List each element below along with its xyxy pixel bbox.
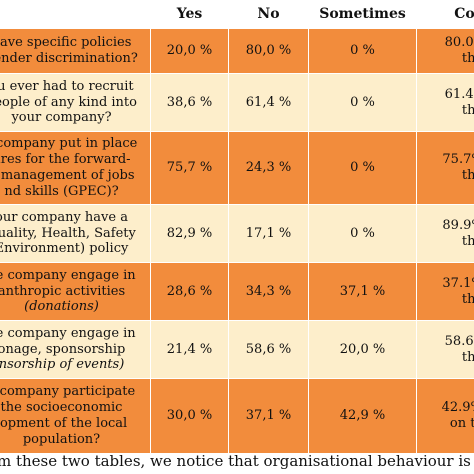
table-row: he company engage in anthropic activitie… <box>0 262 474 321</box>
question-line: your company? <box>11 110 112 126</box>
question-line: nd skills (GPEC)? <box>4 183 119 199</box>
comment-line: 80.0% re <box>444 35 474 51</box>
header-comment: Co <box>416 0 474 29</box>
header-sometimes: Sometimes <box>308 0 417 29</box>
sometimes-cell: 0 % <box>308 204 417 263</box>
question-line: ures for the forward- <box>0 152 131 168</box>
question-line: he company engage in <box>0 325 136 341</box>
comment-cell: 89.9% po the qu <box>416 204 474 263</box>
question-line: lopment of the local <box>0 416 128 431</box>
comment-line: the qu <box>461 168 474 183</box>
survey-results-table: Yes No Sometimes Co have specific polici… <box>0 0 474 454</box>
table-row: have specific policies gender discrimina… <box>0 28 474 74</box>
question-cell: have specific policies gender discrimina… <box>0 28 151 74</box>
question-cell: r company put in place ures for the forw… <box>0 131 151 205</box>
comment-line: 37.1% po <box>442 275 474 291</box>
question-cell: he company engage in anthropic activitie… <box>0 262 151 321</box>
comment-cell: 58.6% re the qu <box>416 320 474 379</box>
question-line: onage, sponsorship <box>0 341 126 357</box>
question-line: nsorship of events) <box>0 357 125 373</box>
question-line: population? <box>22 431 101 447</box>
no-cell: 58,6 % <box>228 320 309 379</box>
question-cell: ou ever had to recruit people of any kin… <box>0 73 151 132</box>
question-cell: our company have a Quality, Health, Safe… <box>0 204 151 263</box>
table-row: he company engage in onage, sponsorship … <box>0 320 474 379</box>
yes-cell: 82,9 % <box>150 204 229 263</box>
comment-line: the qu <box>461 349 474 365</box>
table-row: our company have a Quality, Health, Safe… <box>0 204 474 263</box>
question-line: e company participate <box>0 384 136 400</box>
comment-line: the qu <box>461 51 474 66</box>
header-no: No <box>228 0 309 29</box>
comment-line: 58.6% re <box>444 333 474 349</box>
comment-line: the qu <box>461 233 474 249</box>
yes-cell: 38,6 % <box>150 73 229 132</box>
question-cell: e company participate the socioeconomic … <box>0 378 151 454</box>
question-line: have specific policies <box>0 35 132 51</box>
comment-cell: 42.9% aff on the q <box>416 378 474 454</box>
table-row: e company participate the socioeconomic … <box>0 378 474 454</box>
table-header-row: Yes No Sometimes Co <box>0 0 474 29</box>
question-line: r company put in place <box>0 136 138 152</box>
comment-line: the qu <box>461 291 474 307</box>
question-line: Quality, Health, Safety <box>0 225 136 241</box>
no-cell: 80,0 % <box>228 28 309 74</box>
comment-line: 89.9% po <box>442 217 474 233</box>
sometimes-cell: 0 % <box>308 131 417 205</box>
sometimes-cell: 0 % <box>308 73 417 132</box>
no-cell: 24,3 % <box>228 131 309 205</box>
comment-line: 42.9% aff <box>441 400 474 416</box>
yes-cell: 21,4 % <box>150 320 229 379</box>
question-line: g management of jobs <box>0 168 135 183</box>
comment-cell: 61.4% re the qu <box>416 73 474 132</box>
question-line: our company have a <box>0 209 128 225</box>
comment-line: the qu <box>461 102 474 118</box>
yes-cell: 28,6 % <box>150 262 229 321</box>
question-line: anthropic activities <box>0 283 126 299</box>
no-cell: 34,3 % <box>228 262 309 321</box>
question-line: Environment) policy <box>0 241 129 257</box>
header-yes: Yes <box>150 0 229 29</box>
question-line: (donations) <box>24 299 99 315</box>
sometimes-cell: 37,1 % <box>308 262 417 321</box>
table-row: r company put in place ures for the forw… <box>0 131 474 205</box>
question-line: ou ever had to recruit <box>0 78 134 94</box>
question-line: he company engage in <box>0 267 136 283</box>
comment-line: 75.7% po <box>442 152 474 168</box>
table-row: ou ever had to recruit people of any kin… <box>0 73 474 132</box>
comment-line: 61.4% re <box>444 86 474 102</box>
sometimes-cell: 42,9 % <box>308 378 417 454</box>
yes-cell: 20,0 % <box>150 28 229 74</box>
comment-cell: 37.1% po the qu <box>416 262 474 321</box>
sometimes-cell: 0 % <box>308 28 417 74</box>
comment-cell: 75.7% po the qu <box>416 131 474 205</box>
question-line: gender discrimination? <box>0 51 138 66</box>
comment-cell: 80.0% re the qu <box>416 28 474 74</box>
question-line: people of any kind into <box>0 94 137 110</box>
header-question <box>0 0 151 29</box>
question-cell: he company engage in onage, sponsorship … <box>0 320 151 379</box>
body-text-line: m these two tables, we notice that organ… <box>0 452 474 470</box>
sometimes-cell: 20,0 % <box>308 320 417 379</box>
question-line: the socioeconomic <box>0 400 123 416</box>
comment-line: on the q <box>449 416 474 431</box>
no-cell: 37,1 % <box>228 378 309 454</box>
no-cell: 61,4 % <box>228 73 309 132</box>
yes-cell: 75,7 % <box>150 131 229 205</box>
no-cell: 17,1 % <box>228 204 309 263</box>
yes-cell: 30,0 % <box>150 378 229 454</box>
